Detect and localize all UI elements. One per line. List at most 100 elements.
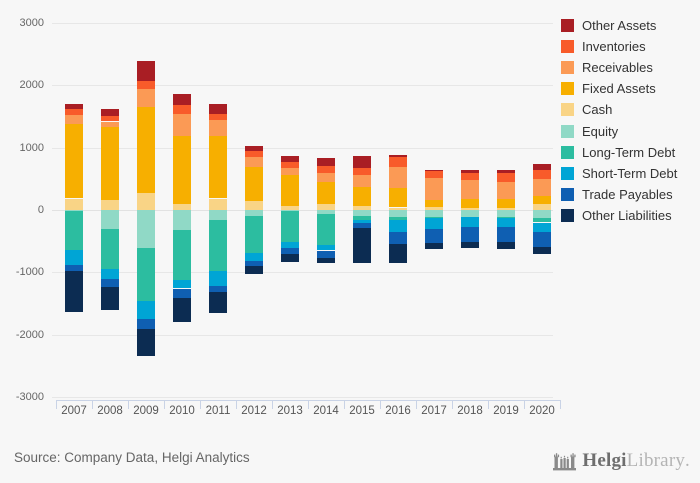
bar-segment[interactable] [137,318,155,329]
bar-segment[interactable] [65,271,83,313]
bar-segment[interactable] [317,182,335,205]
bar-segment[interactable] [65,103,83,110]
bar-segment[interactable] [533,218,551,223]
legend-item-long-term-debt[interactable]: Long-Term Debt [561,143,675,161]
bar-segment[interactable] [461,207,479,210]
bar-segment[interactable] [65,249,83,265]
bar-segment[interactable] [65,264,83,272]
bar-segment[interactable] [533,204,551,210]
legend-item-inventories[interactable]: Inventories [561,37,646,55]
bar-segment[interactable] [461,226,479,243]
bar-segment[interactable] [425,171,443,179]
bar-segment[interactable] [533,210,551,219]
bar-segment[interactable] [497,242,515,249]
bar-segment[interactable] [317,210,335,215]
bar-segment[interactable] [389,207,407,210]
bar-segment[interactable] [389,243,407,263]
bar-segment[interactable] [245,201,263,210]
bar-segment[interactable] [101,210,119,230]
bar-segment[interactable] [389,166,407,188]
bar-segment[interactable] [101,286,119,310]
bar-segment[interactable] [245,210,263,216]
bar-segment[interactable] [101,200,119,210]
bar-segment[interactable] [533,246,551,254]
bar-segment[interactable] [101,121,119,128]
legend-item-trade-payables[interactable]: Trade Payables [561,186,673,204]
bar-segment[interactable] [245,260,263,267]
legend-item-cash[interactable]: Cash [561,101,612,119]
bar-segment[interactable] [461,180,479,200]
bar-segment[interactable] [137,328,155,356]
bar-segment[interactable] [65,114,83,125]
bar-segment[interactable] [317,157,335,167]
bar-segment[interactable] [389,187,407,208]
bar-segment[interactable] [209,291,227,314]
bar-segment[interactable] [425,243,443,249]
bar-segment[interactable] [173,135,191,205]
legend-item-receivables[interactable]: Receivables [561,58,653,76]
bar-segment[interactable] [209,104,227,115]
bar-segment[interactable] [173,297,191,323]
bar-segment[interactable] [497,207,515,210]
bar-segment[interactable] [65,210,83,212]
bar-segment[interactable] [317,258,335,263]
bar-segment[interactable] [533,222,551,232]
bar-segment[interactable] [137,300,155,319]
bar-segment[interactable] [281,155,299,162]
bar-segment[interactable] [533,169,551,179]
bar-segment[interactable] [281,210,299,243]
bar-segment[interactable] [317,172,335,182]
bar-segment[interactable] [281,242,299,248]
bar-segment[interactable] [497,172,515,182]
bar-segment[interactable] [353,167,371,176]
bar-segment[interactable] [353,187,371,206]
bar-segment[interactable] [389,154,407,158]
bar-segment[interactable] [425,200,443,208]
bar-segment[interactable] [317,166,335,173]
bar-segment[interactable] [209,286,227,292]
bar-segment[interactable] [245,156,263,167]
bar-segment[interactable] [353,210,371,216]
bar-segment[interactable] [137,107,155,194]
bar-segment[interactable] [389,210,407,218]
bar-segment[interactable] [425,218,443,229]
bar-segment[interactable] [137,81,155,90]
bar-segment[interactable] [101,115,119,122]
bar-segment[interactable] [209,271,227,287]
bar-segment[interactable] [425,207,443,210]
bar-segment[interactable] [461,170,479,174]
bar-segment[interactable] [173,229,191,281]
bar-segment[interactable] [533,196,551,205]
bar-segment[interactable] [137,210,155,248]
bar-segment[interactable] [497,217,515,228]
bar-segment[interactable] [425,169,443,172]
bar-segment[interactable] [101,127,119,200]
bar-segment[interactable] [137,248,155,301]
bar-segment[interactable] [281,162,299,168]
bar-segment[interactable] [533,163,551,170]
bar-segment[interactable] [461,173,479,181]
bar-segment[interactable] [425,178,443,201]
bar-segment[interactable] [173,210,191,230]
bar-segment[interactable] [137,89,155,108]
bar-segment[interactable] [245,215,263,253]
bar-segment[interactable] [425,210,443,217]
bar-segment[interactable] [497,198,515,208]
bar-segment[interactable] [389,232,407,244]
bar-segment[interactable] [353,155,371,168]
bar-segment[interactable] [101,278,119,287]
legend-item-other-liabilities[interactable]: Other Liabilities [561,207,672,225]
bar-segment[interactable] [173,105,191,115]
bar-segment[interactable] [497,227,515,243]
bar-segment[interactable] [533,231,551,247]
bar-segment[interactable] [137,193,155,210]
bar-segment[interactable] [245,145,263,152]
bar-segment[interactable] [281,175,299,206]
bar-segment[interactable] [497,210,515,217]
bar-segment[interactable] [533,178,551,197]
bar-segment[interactable] [209,198,227,210]
bar-segment[interactable] [209,220,227,272]
bar-segment[interactable] [425,216,443,219]
bar-segment[interactable] [101,268,119,279]
bar-segment[interactable] [173,204,191,210]
